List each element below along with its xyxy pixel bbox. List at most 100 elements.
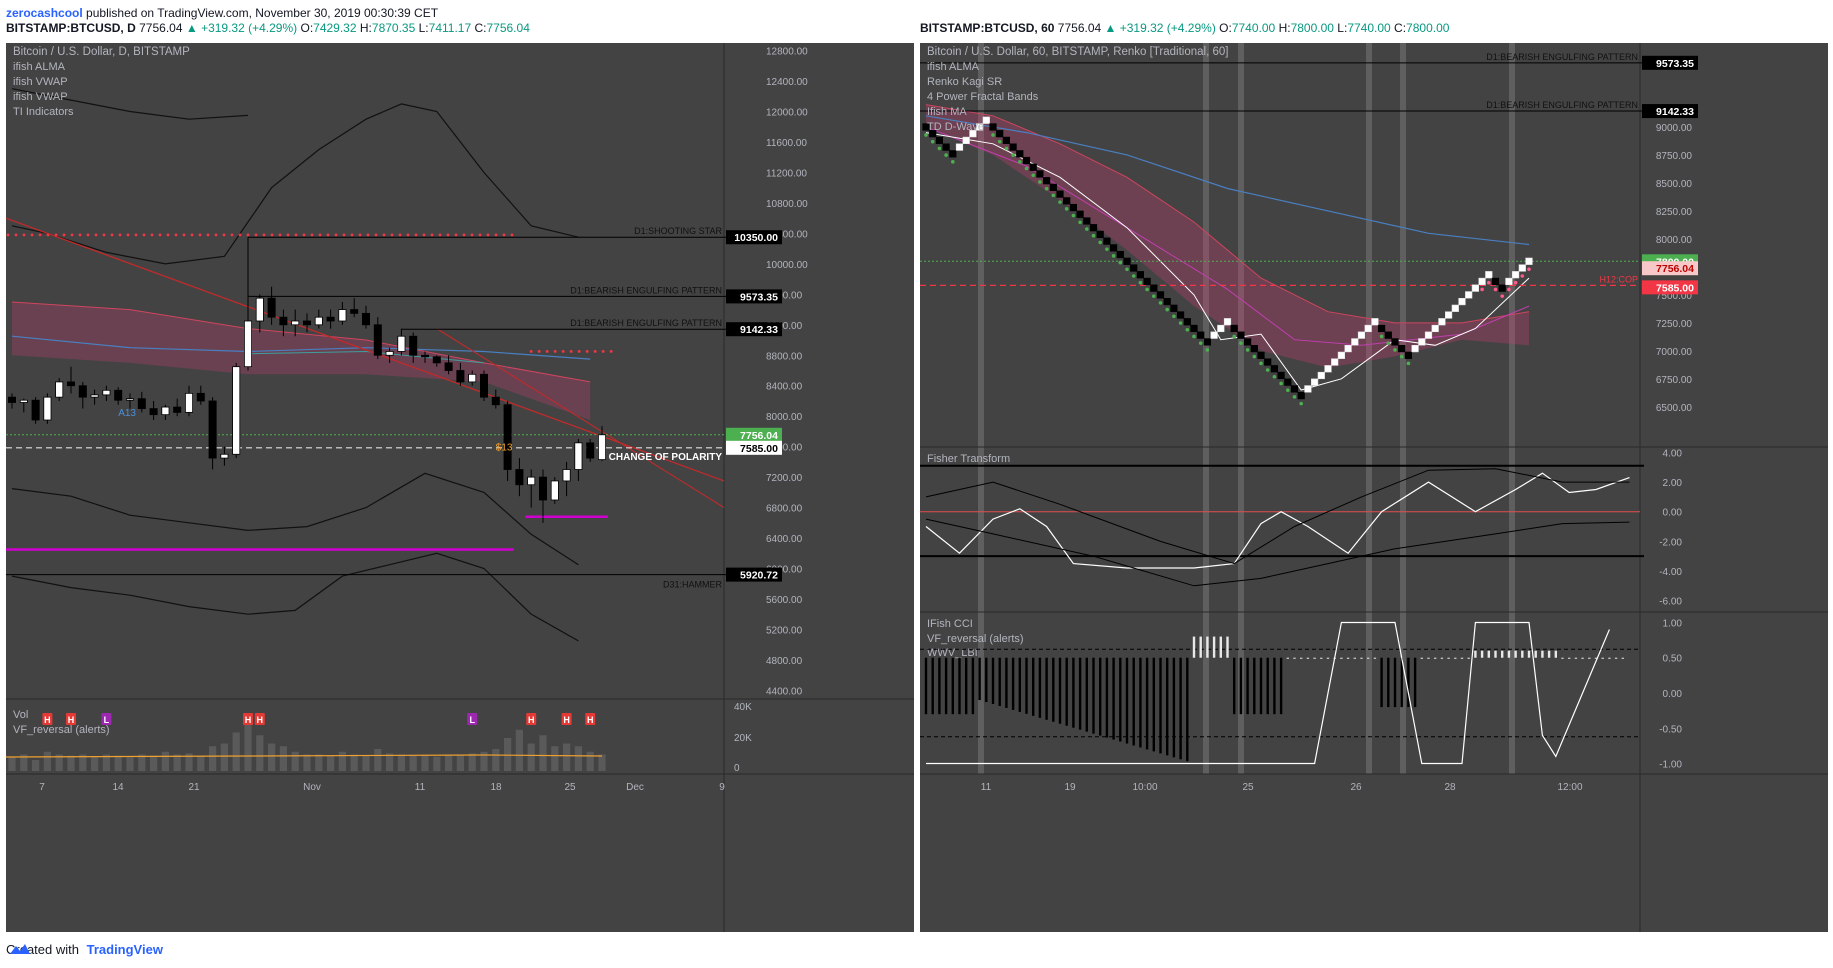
resistance-dot	[230, 233, 234, 237]
trail-dot	[1125, 267, 1129, 272]
volume-bar	[338, 751, 346, 771]
volume-bar	[480, 751, 488, 771]
volume-bar	[220, 743, 228, 771]
renko-brick	[1371, 318, 1379, 326]
trail-dot	[1158, 301, 1163, 305]
renko-brick	[1418, 338, 1426, 346]
price-tag: 7585.00	[740, 443, 778, 455]
price-tag: 7756.04	[1656, 263, 1694, 275]
cci-histogram-bar	[1145, 657, 1149, 750]
vol-marker-label: H	[587, 715, 594, 725]
resistance-dot	[553, 350, 557, 353]
annotation-label: D31:HAMMER	[663, 580, 723, 590]
trail-dot	[1232, 334, 1236, 339]
candle	[338, 309, 347, 322]
renko-brick	[1136, 271, 1145, 279]
descending-trendline-2	[436, 328, 725, 509]
renko-brick	[1150, 284, 1158, 292]
candle	[267, 297, 276, 318]
resistance-dot	[70, 233, 74, 237]
renko-brick	[935, 136, 944, 144]
volume-bar	[67, 755, 75, 771]
indicator-label: ifish VWAP	[13, 76, 68, 88]
renko-brick	[1310, 378, 1319, 386]
trail-dot	[1058, 200, 1062, 204]
trail-dot	[1513, 280, 1518, 285]
resistance-dot	[561, 350, 565, 353]
cci-histogram-bar	[1226, 636, 1229, 658]
price-tag: 7756.04	[740, 430, 778, 442]
renko-brick	[1103, 237, 1111, 245]
renko-brick	[1491, 277, 1500, 286]
candle	[562, 469, 571, 482]
price-tag-bg	[726, 289, 782, 304]
resistance-dot	[446, 233, 450, 237]
resistance-dot	[86, 233, 90, 237]
renko-brick	[1116, 250, 1124, 259]
volume-bar	[527, 743, 535, 771]
trail-dot	[1118, 260, 1123, 265]
right-low: 7740.00	[1347, 21, 1391, 35]
price-tag-bg	[1642, 55, 1698, 70]
candle	[243, 320, 252, 368]
candle	[279, 316, 288, 326]
resistance-dot	[262, 233, 266, 237]
chart-title: Bitcoin / U.S. Dollar, 60, BITSTAMP, Ren…	[927, 46, 1228, 58]
volume-bar	[586, 751, 594, 771]
cci-histogram-bar	[1125, 657, 1129, 744]
price-tag-bg	[726, 440, 782, 455]
right-open: 7740.00	[1231, 21, 1276, 35]
cci-histogram-bar	[998, 657, 1001, 706]
annotation-label: D1:BEARISH ENGULFING PATTERN	[1486, 100, 1638, 110]
trail-dot	[1078, 220, 1082, 225]
cci-histogram-bar	[1132, 657, 1135, 746]
tradingview-brand-link[interactable]: TradingView	[86, 942, 163, 957]
cci-histogram-bar	[1420, 657, 1423, 659]
annotation-label: H12:COP	[1599, 274, 1638, 284]
candle	[373, 324, 382, 356]
candle	[539, 476, 548, 501]
resistance-dot	[286, 233, 290, 237]
candle	[184, 392, 193, 413]
y-tick-label: 7500.00	[1656, 291, 1693, 302]
resistance-dot	[494, 233, 498, 237]
cci-indicator-label: VF_reversal (alerts)	[927, 633, 1024, 645]
resistance-dot	[174, 233, 178, 237]
trail-dot	[1493, 287, 1498, 292]
trail-dot	[1386, 341, 1391, 345]
cci-histogram-bar	[1621, 657, 1624, 659]
renko-chart-panel[interactable]: 9000.008750.008500.008250.008000.007750.…	[920, 43, 1828, 932]
vol-marker-label: H	[44, 715, 51, 725]
indicator-label: ifish VWAP	[13, 91, 68, 103]
volume-bar	[291, 751, 299, 771]
price-tag-bg	[1642, 280, 1698, 295]
volume-ma-line	[6, 754, 603, 758]
trail-dot	[1138, 280, 1143, 285]
candle	[491, 396, 500, 406]
left-close: 7756.04	[486, 21, 530, 35]
renko-brick	[1049, 183, 1057, 192]
cci-histogram-bar	[1266, 657, 1269, 715]
y-tick-label: 8000.00	[766, 412, 803, 423]
candle	[78, 385, 87, 398]
volume-bar	[468, 753, 476, 771]
price-tag-bg	[726, 322, 782, 337]
renko-brick	[1438, 318, 1446, 326]
cci-histogram-bar	[1206, 636, 1209, 658]
trail-dot	[991, 133, 995, 137]
cci-histogram-bar	[1427, 657, 1430, 659]
trail-dot	[1004, 146, 1009, 151]
volume-bar	[185, 753, 193, 771]
cci-histogram-bar	[1072, 657, 1075, 728]
cci-histogram-bar	[1119, 657, 1122, 742]
author-link[interactable]: zerocashcool	[6, 6, 83, 20]
daily-chart-svg[interactable]: 12800.00 12400.00 12000.00 11600.00 11200.00…	[6, 43, 914, 932]
renko-chart-svg[interactable]: 9000.008750.008500.008250.008000.007750.…	[920, 43, 1828, 932]
daily-chart-panel[interactable]: 12800.00 12400.00 12000.00 11600.00 11200.00…	[6, 43, 914, 932]
renko-brick	[1444, 311, 1453, 319]
cci-histogram-bar	[1608, 657, 1611, 659]
cci-histogram-bar	[1166, 657, 1169, 756]
renko-brick	[1056, 190, 1064, 198]
resistance-dot	[430, 233, 434, 237]
volume-bar	[374, 749, 382, 771]
